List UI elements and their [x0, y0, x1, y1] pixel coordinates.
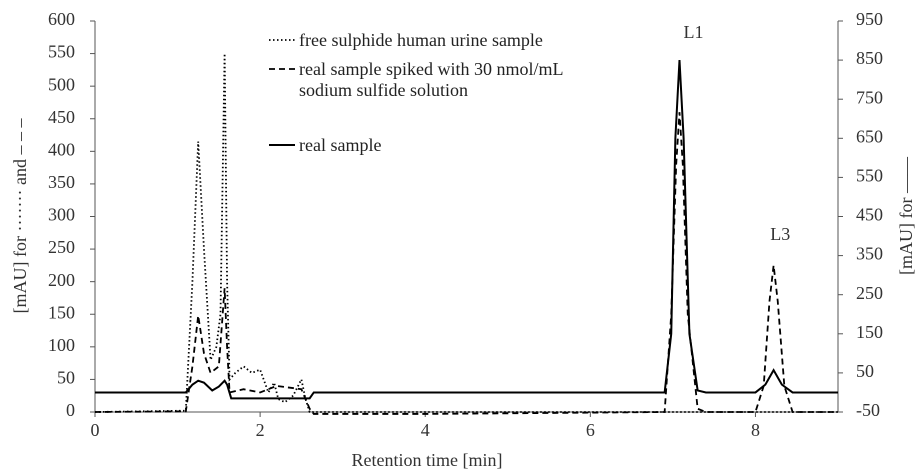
y2-tick-label: 350 [856, 244, 883, 264]
legend-label: real sample spiked with 30 nmol/mL sodiu… [299, 59, 563, 100]
y2-tick-label: 50 [856, 361, 874, 381]
y-tick-label: 300 [48, 205, 75, 225]
x-axis-label: Retention time [min] [352, 450, 503, 470]
annotation: L3 [770, 224, 790, 244]
y2-tick-label: 750 [856, 87, 883, 107]
legend-swatch [269, 144, 295, 146]
y-tick-label: 50 [57, 368, 75, 388]
y-tick-label: 550 [48, 42, 75, 62]
legend-label: real sample [299, 135, 382, 155]
y2-tick-label: 250 [856, 283, 883, 303]
y-tick-label: 400 [48, 139, 75, 159]
y2-tick-label: 550 [856, 166, 883, 186]
legend-entry: real sample spiked with 30 nmol/mL sodiu… [268, 59, 568, 101]
y2-tick-label: 850 [856, 48, 883, 68]
annotation: L1 [684, 22, 704, 42]
legend-label: free sulphide human urine sample [299, 30, 543, 50]
series-line [95, 60, 838, 400]
x-tick-label: 2 [256, 420, 265, 440]
legend-swatch [269, 68, 295, 70]
x-tick-label: 4 [421, 420, 430, 440]
y2-tick-label: 950 [856, 9, 883, 29]
x-tick-label: 8 [751, 420, 760, 440]
legend: free sulphide human urine sample real sam… [268, 30, 568, 164]
y2-tick-label: 150 [856, 322, 883, 342]
y-tick-label: 0 [66, 400, 75, 420]
series-line [94, 112, 838, 415]
y-axis-label: [mAU] for ······· and – – – [10, 118, 30, 314]
y-tick-label: 250 [48, 237, 75, 257]
y-tick-label: 350 [48, 172, 75, 192]
legend-entry: free sulphide human urine sample [268, 30, 568, 51]
y-tick-label: 450 [48, 107, 75, 127]
y2-tick-label: -50 [856, 400, 880, 420]
legend-entry: real sample [268, 135, 568, 156]
x-tick-label: 0 [91, 420, 100, 440]
y-tick-label: 500 [48, 74, 75, 94]
y2-tick-label: 650 [856, 126, 883, 146]
y-tick-label: 200 [48, 270, 75, 290]
x-tick-label: 6 [586, 420, 595, 440]
y2-axis-label: [mAU] for —— [896, 156, 916, 275]
y-tick-label: 150 [48, 302, 75, 322]
y-tick-label: 600 [48, 9, 75, 29]
y2-tick-label: 450 [856, 205, 883, 225]
y-tick-label: 100 [48, 335, 75, 355]
legend-swatch [269, 39, 295, 41]
